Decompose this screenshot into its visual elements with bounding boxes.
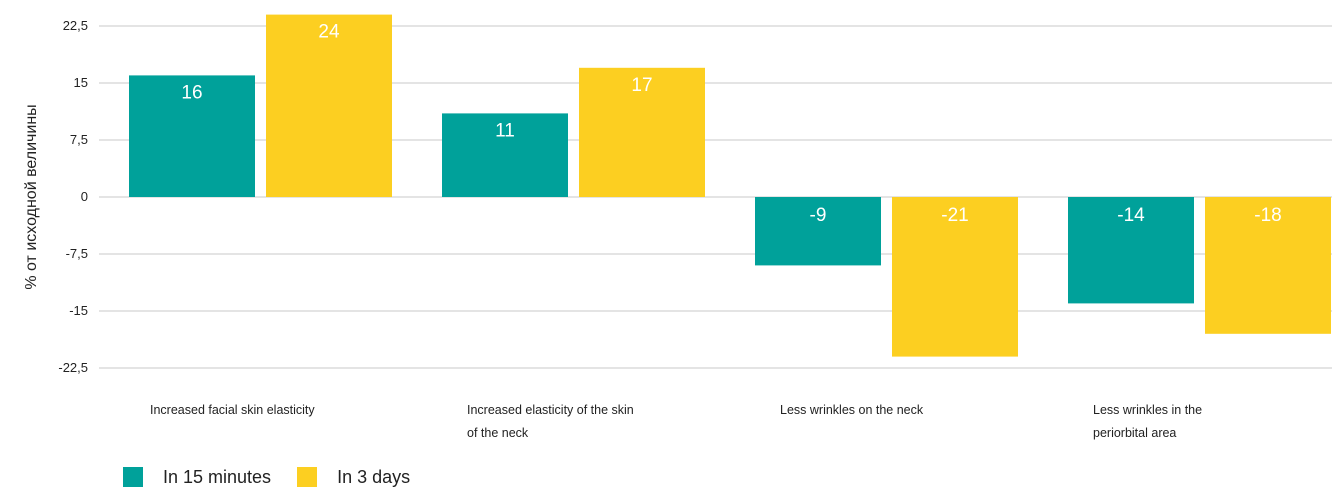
bar-series-2-cat-4 (1205, 197, 1331, 334)
y-axis-label: % от исходной величины (23, 104, 40, 289)
value-labels: 16 11 -9 -14 24 17 -21 -18 (181, 22, 1281, 226)
legend-swatch-series-2 (297, 467, 318, 487)
bars (129, 14, 1331, 357)
category-label: Increased facial skin elasticity (150, 403, 315, 417)
data-label: 16 (181, 82, 202, 103)
category-labels: Increased facial skin elasticity Increase… (150, 403, 1202, 440)
bar-series-1-cat-1 (129, 75, 255, 197)
y-tick-label: -15 (69, 303, 88, 318)
y-tick-label: 15 (74, 75, 88, 90)
data-label: -9 (810, 205, 827, 226)
category-label: periorbital area (1093, 426, 1176, 440)
y-tick-label: 22,5 (63, 18, 88, 33)
category-label: of the neck (467, 426, 529, 440)
legend: In 15 minutes In 3 days (123, 466, 436, 488)
y-tick-label: 7,5 (70, 132, 88, 147)
data-label: 24 (318, 22, 340, 43)
bar-series-2-cat-1 (266, 14, 392, 197)
legend-label-series-2: In 3 days (337, 467, 411, 487)
bar-series-1-cat-4 (1068, 197, 1194, 304)
category-label: Increased elasticity of the skin (467, 403, 634, 417)
data-label: 11 (495, 120, 515, 141)
data-label: 17 (631, 75, 652, 96)
bar-series-1-cat-2 (442, 113, 568, 197)
bar-series-2-cat-2 (579, 67, 705, 197)
legend-item-series-1: In 15 minutes (123, 466, 271, 488)
bar-series-2-cat-3 (892, 197, 1018, 357)
legend-swatch-series-1 (123, 467, 143, 487)
category-label: Less wrinkles on the neck (780, 403, 924, 417)
y-tick-label: -22,5 (58, 360, 88, 375)
category-label: Less wrinkles in the (1093, 403, 1202, 417)
y-tick-label: -7,5 (66, 246, 88, 261)
data-label: -18 (1254, 205, 1281, 226)
y-tick-label: 0 (81, 189, 88, 204)
legend-label-series-1: In 15 minutes (163, 467, 272, 487)
data-label: -14 (1117, 205, 1145, 226)
y-axis-ticks: 22,5 15 7,5 0 -7,5 -15 -22,5 (58, 18, 88, 375)
legend-item-series-2: In 3 days (297, 466, 410, 488)
data-label: -21 (941, 205, 968, 226)
bar-series-1-cat-3 (755, 197, 881, 266)
